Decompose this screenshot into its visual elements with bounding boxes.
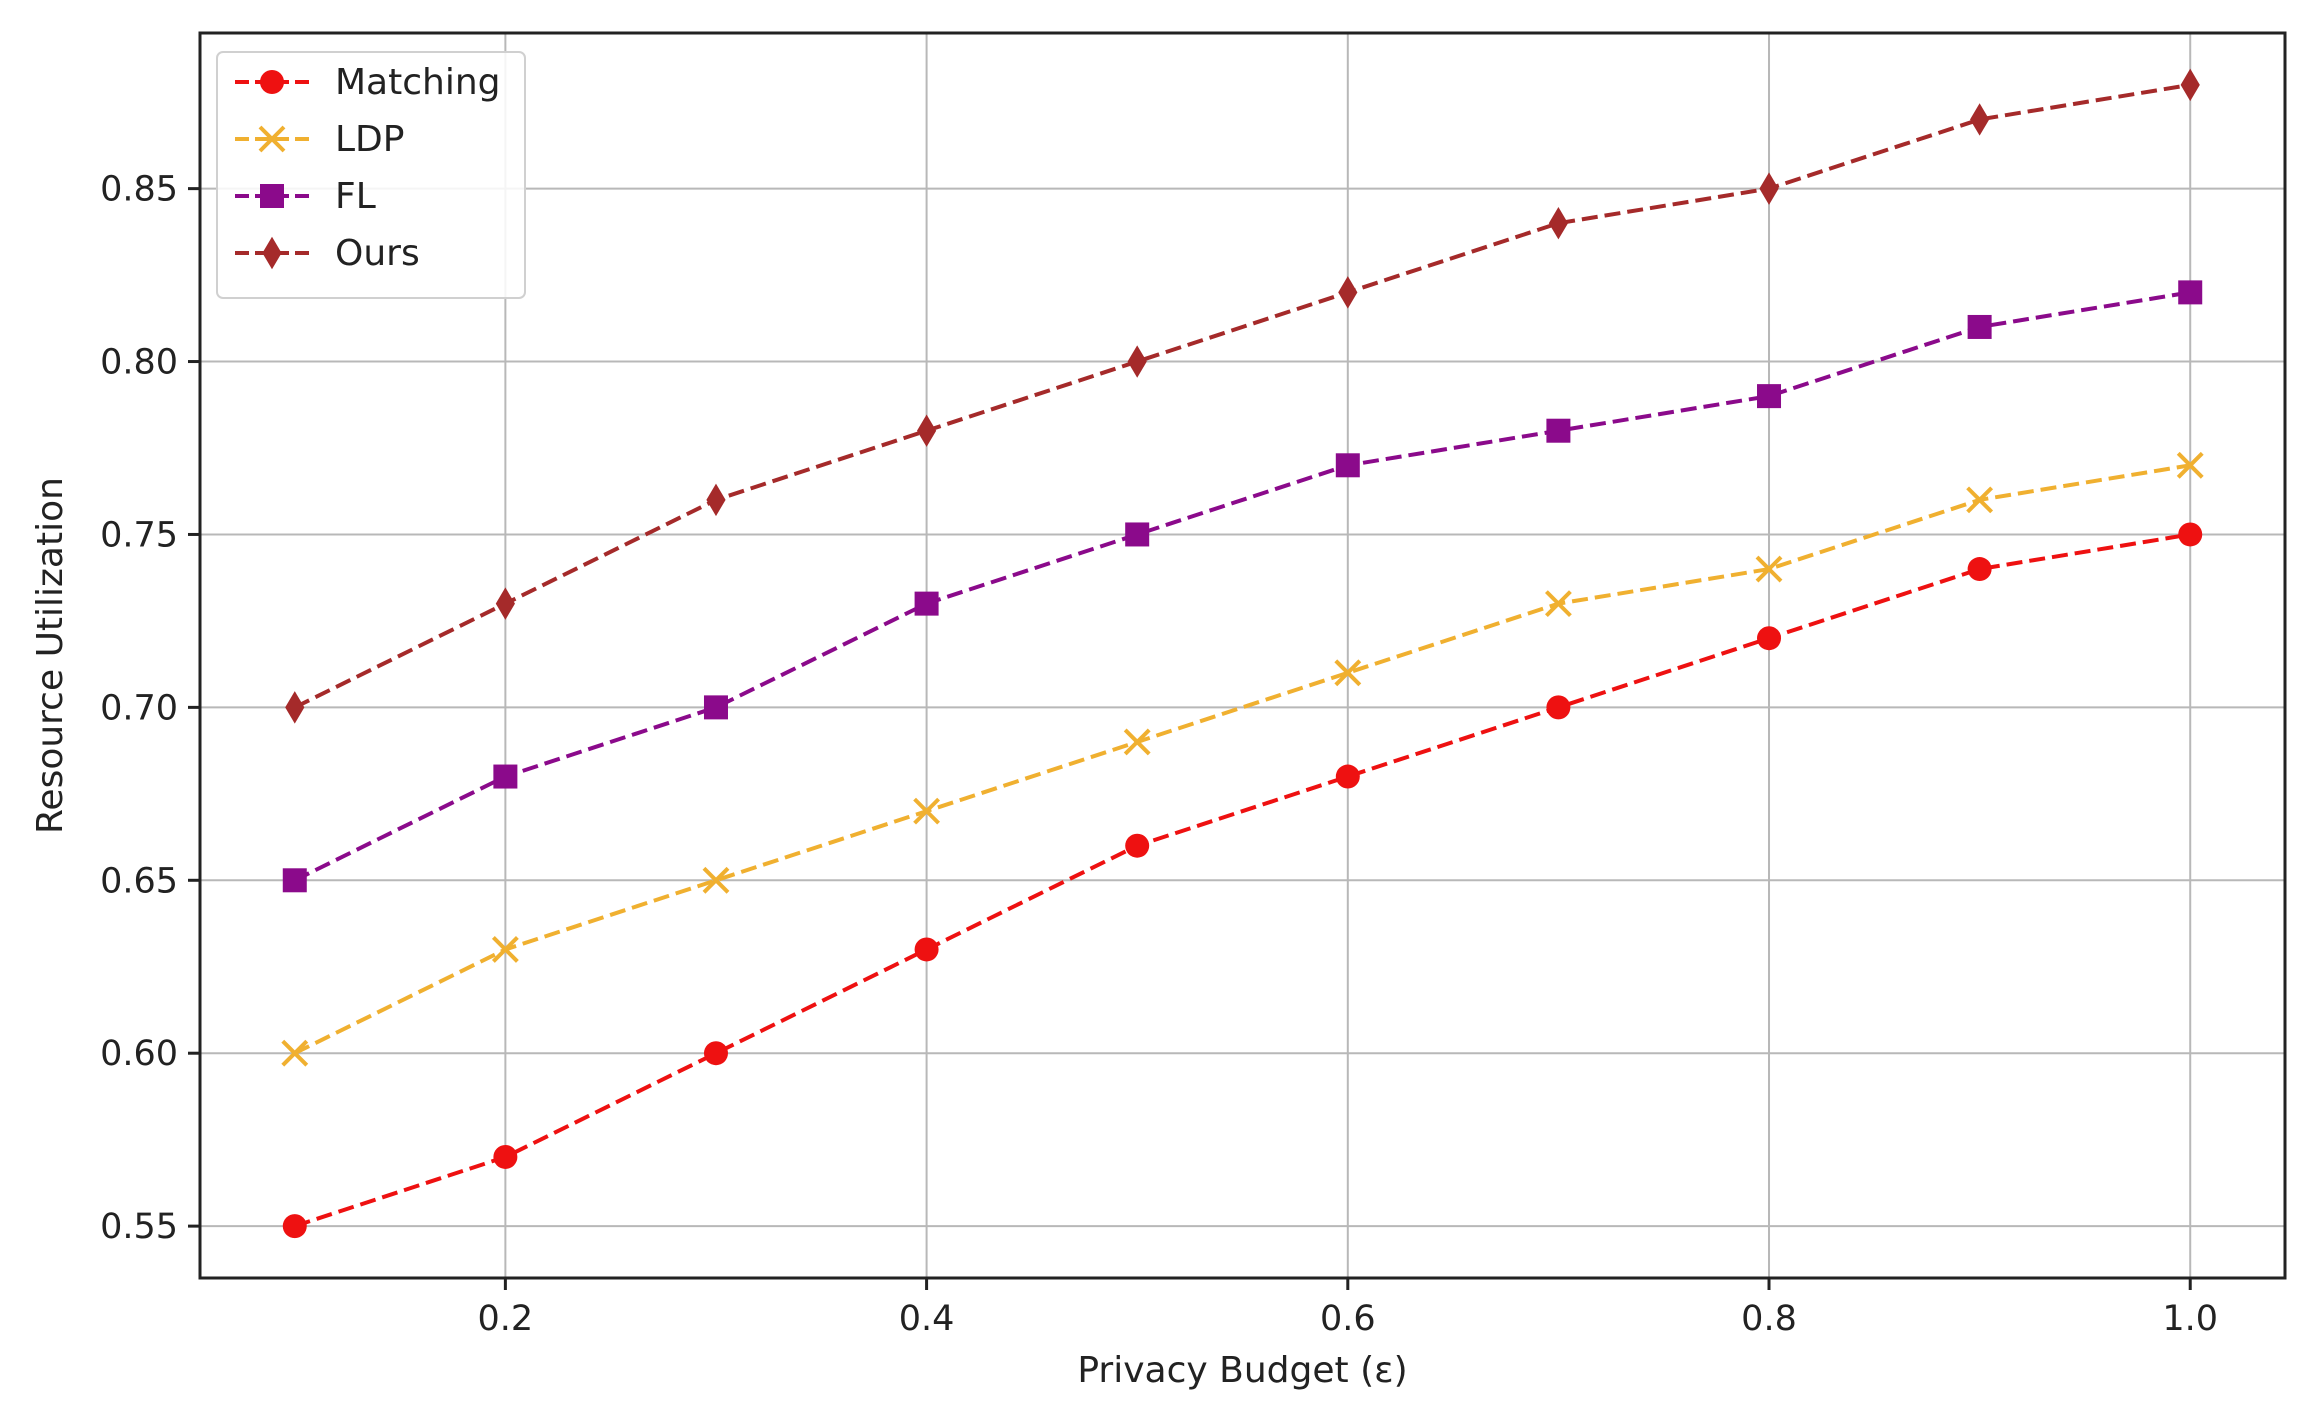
legend-item-ldp: LDP bbox=[235, 119, 405, 160]
legend-item-ours: Ours bbox=[235, 233, 420, 274]
data-point-ldp bbox=[2176, 451, 2204, 479]
legend-label-ours: Ours bbox=[335, 233, 420, 274]
data-point-matching bbox=[914, 937, 939, 962]
data-point-ours bbox=[916, 414, 937, 447]
x-marker-stroke bbox=[1334, 659, 1362, 687]
legend-box bbox=[216, 51, 526, 299]
data-point-ours bbox=[2180, 68, 2200, 102]
data-point-ldp bbox=[1123, 728, 1151, 756]
data-point-ours bbox=[1970, 103, 1990, 136]
data-point-ldp bbox=[281, 1039, 309, 1067]
y-tick-label: 0.80 bbox=[100, 343, 178, 383]
data-point-fl bbox=[914, 591, 939, 616]
series-line-ours bbox=[293, 82, 2191, 710]
data-point-fl bbox=[2178, 280, 2203, 305]
data-point-fl bbox=[282, 868, 307, 893]
data-point-fl bbox=[1335, 453, 1360, 478]
data-point-matching bbox=[493, 1144, 518, 1169]
data-point-ldp bbox=[491, 936, 519, 963]
legend-marker-fl bbox=[260, 184, 284, 208]
data-point-matching bbox=[1757, 626, 1782, 651]
x-marker-stroke bbox=[1966, 486, 1994, 514]
x-tick-label: 0.2 bbox=[478, 1299, 534, 1339]
data-point-fl bbox=[1967, 314, 1992, 339]
series-matching bbox=[282, 522, 2203, 1239]
data-point-fl bbox=[703, 695, 728, 720]
data-point-ldp bbox=[1755, 555, 1783, 583]
x-marker-stroke bbox=[913, 797, 941, 825]
legend-label-matching: Matching bbox=[335, 62, 501, 103]
series-ours bbox=[285, 68, 2200, 724]
x-marker-stroke bbox=[2176, 451, 2204, 479]
data-point-fl bbox=[1125, 522, 1150, 547]
x-marker-stroke bbox=[491, 936, 519, 963]
x-tick-label: 0.6 bbox=[1320, 1299, 1376, 1339]
legend-item-matching: Matching bbox=[235, 62, 501, 103]
data-point-ldp bbox=[702, 866, 730, 894]
y-tick-label: 0.85 bbox=[100, 170, 178, 210]
legend-marker-ldp bbox=[258, 125, 286, 153]
data-point-ours bbox=[1127, 345, 1147, 378]
legend-label-fl: FL bbox=[335, 176, 376, 217]
series-ldp bbox=[281, 451, 2204, 1067]
data-point-matching bbox=[1335, 764, 1360, 789]
data-point-matching bbox=[703, 1041, 728, 1066]
y-tick-label: 0.65 bbox=[100, 861, 178, 901]
series-line-ldp bbox=[293, 463, 2191, 1056]
x-tick-label: 1.0 bbox=[2162, 1299, 2218, 1339]
x-marker-stroke bbox=[1123, 728, 1151, 756]
data-point-ours bbox=[285, 691, 305, 724]
series-fl bbox=[282, 280, 2203, 893]
data-point-matching bbox=[282, 1214, 307, 1239]
data-point-ours bbox=[1759, 172, 1779, 205]
data-point-fl bbox=[1757, 384, 1782, 409]
series-group bbox=[281, 68, 2204, 1239]
series-line-matching bbox=[294, 532, 2191, 1229]
data-point-ldp bbox=[913, 797, 941, 825]
data-point-ours bbox=[706, 483, 726, 517]
y-tick-label: 0.60 bbox=[100, 1034, 178, 1074]
data-point-matching bbox=[1125, 833, 1150, 858]
data-point-fl bbox=[493, 764, 518, 789]
x-marker-stroke bbox=[281, 1039, 309, 1067]
x-axis-label: Privacy Budget (ε) bbox=[1077, 1350, 1407, 1391]
x-marker-stroke bbox=[702, 866, 730, 894]
x-tick-label: 0.8 bbox=[1741, 1299, 1797, 1339]
plot-area-frame bbox=[198, 31, 2287, 1280]
data-point-ours bbox=[495, 587, 515, 620]
x-marker-stroke bbox=[1544, 590, 1572, 618]
data-point-ldp bbox=[1966, 486, 1994, 514]
legend: Matching LDP FL Ours bbox=[216, 51, 526, 299]
legend-marker-matching bbox=[260, 70, 284, 94]
data-point-matching bbox=[2178, 522, 2203, 547]
legend-marker-ours bbox=[262, 236, 282, 270]
x-marker-stroke bbox=[258, 125, 286, 153]
y-tick-label: 0.55 bbox=[100, 1207, 178, 1247]
data-point-matching bbox=[1546, 695, 1571, 720]
data-point-fl bbox=[1546, 418, 1571, 443]
data-point-ours bbox=[1338, 276, 1358, 309]
x-tick-label: 0.4 bbox=[899, 1299, 955, 1339]
data-point-ldp bbox=[1334, 659, 1362, 687]
axis-ticks: 0.2 0.4 0.6 0.8 1.0 0.55 0.60 0.65 0.70 0.75 0.80 0… bbox=[100, 170, 2218, 1339]
y-tick-label: 0.70 bbox=[100, 688, 178, 728]
data-point-matching bbox=[1967, 557, 1992, 582]
data-point-ours bbox=[1548, 207, 1569, 240]
series-line-fl bbox=[293, 290, 2191, 883]
legend-label-ldp: LDP bbox=[335, 119, 405, 160]
data-point-ldp bbox=[1544, 590, 1572, 618]
x-marker-stroke bbox=[1755, 555, 1783, 583]
grid-lines bbox=[200, 33, 2285, 1278]
legend-item-fl: FL bbox=[235, 176, 376, 217]
y-tick-label: 0.75 bbox=[100, 515, 178, 555]
y-axis-label: Resource Utilization bbox=[30, 477, 71, 834]
